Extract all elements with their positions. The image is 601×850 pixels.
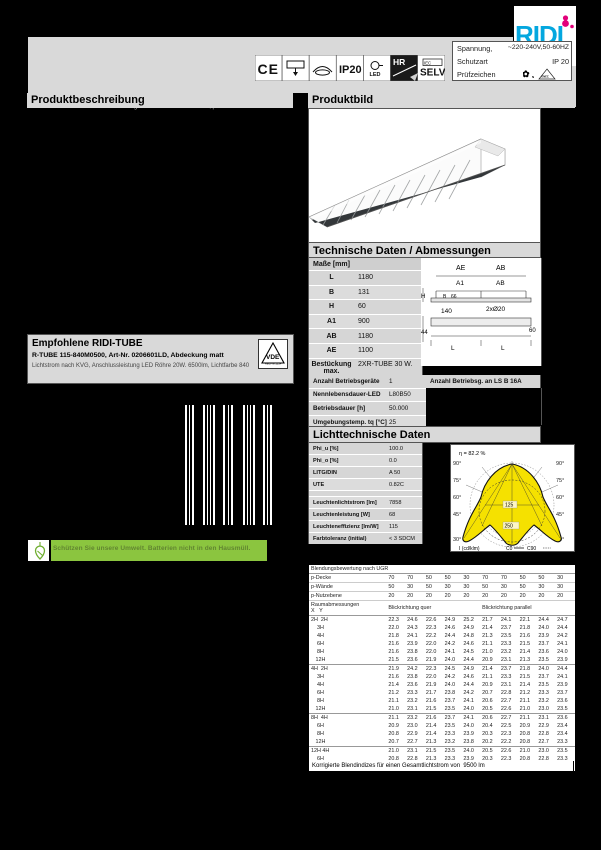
svg-text:I (cd/klm): I (cd/klm) (459, 546, 480, 551)
svg-text:30°: 30° (453, 537, 461, 543)
svg-text:AB: AB (496, 265, 506, 272)
svg-text:η = 82.2 %: η = 82.2 % (459, 451, 486, 457)
svg-text:A1: A1 (456, 280, 464, 287)
svg-text:60°: 60° (556, 495, 564, 501)
svg-text:CE: CE (258, 61, 279, 77)
svg-text:45°: 45° (453, 512, 461, 518)
svg-text:ENEC: ENEC (542, 75, 549, 79)
svg-text:75°: 75° (453, 478, 461, 484)
svg-text:45°: 45° (556, 512, 564, 518)
svg-text:90°: 90° (556, 461, 564, 467)
svg-text:90°: 90° (453, 461, 461, 467)
svg-text:LED: LED (370, 72, 381, 78)
svg-text:60: 60 (529, 328, 536, 334)
svg-text:125: 125 (505, 503, 514, 509)
svg-text:REG.-Nr.1234: REG.-Nr.1234 (265, 362, 282, 366)
svg-text:2xØ20: 2xØ20 (486, 306, 506, 313)
svg-text:L: L (451, 345, 455, 352)
svg-text:IP20: IP20 (339, 64, 362, 76)
svg-text:C0: C0 (506, 546, 513, 551)
svg-text:SELV: SELV (420, 68, 445, 79)
svg-text:AE: AE (456, 265, 466, 272)
svg-text:✿: ✿ (523, 69, 530, 79)
svg-text:C90: C90 (527, 546, 536, 551)
svg-text:75°: 75° (556, 478, 564, 484)
svg-text:VDE: VDE (266, 354, 280, 361)
svg-text:HR: HR (393, 57, 405, 67)
svg-text:H: H (421, 294, 425, 300)
svg-text:N: N (532, 75, 534, 79)
svg-text:AB: AB (496, 280, 505, 287)
svg-text:250: 250 (505, 524, 514, 530)
svg-text:140: 140 (441, 308, 452, 315)
svg-text:44: 44 (421, 330, 428, 336)
svg-text:60°: 60° (453, 495, 461, 501)
svg-text:L: L (501, 345, 505, 352)
svg-text:IEC: IEC (424, 61, 431, 66)
svg-text:66: 66 (451, 294, 457, 300)
